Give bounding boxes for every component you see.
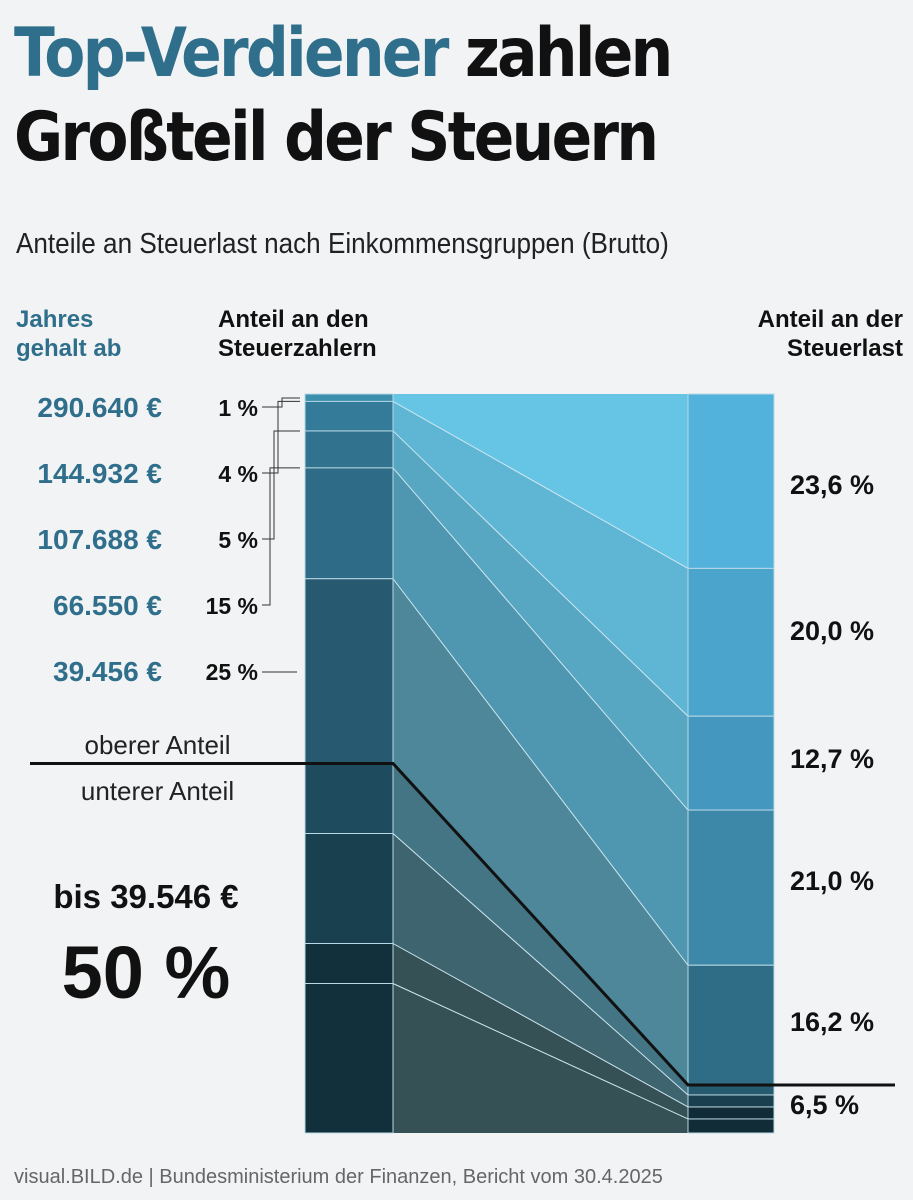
page-title: Top-Verdiener zahlen Großteil der Steuer… bbox=[14, 12, 673, 180]
title-line2: Großteil der Steuern bbox=[14, 98, 659, 177]
payers-header-line1: Anteil an den bbox=[218, 306, 369, 333]
flow-separator bbox=[392, 578, 689, 966]
burden-share-label: 6,5 % bbox=[790, 1090, 860, 1120]
flow-separator bbox=[392, 983, 689, 1120]
salary-column-header: Jahres gehalt ab bbox=[16, 305, 121, 363]
salary-header-line2: gehalt ab bbox=[16, 335, 122, 362]
title-rest-line1: zahlen bbox=[446, 14, 673, 93]
upper-lower-divider bbox=[30, 762, 895, 1087]
salary-threshold-label: 290.640 € bbox=[37, 392, 162, 423]
lower-group-range: bis 39.546 € bbox=[53, 878, 239, 915]
flow-band bbox=[393, 394, 688, 569]
burden-share-label: 20,0 % bbox=[790, 616, 875, 646]
payers-share-label: 4 % bbox=[218, 461, 258, 487]
burden-column-header: Anteil an der Steuerlast bbox=[758, 305, 903, 363]
burden-share-label: 16,2 % bbox=[790, 1007, 875, 1037]
payers-share-label: 25 % bbox=[205, 659, 258, 685]
salary-threshold-label: 107.688 € bbox=[37, 524, 162, 555]
salary-threshold-label: 39.456 € bbox=[53, 656, 162, 687]
burden-share-label: 21,0 % bbox=[790, 866, 875, 896]
burden-bar-segment bbox=[687, 567, 775, 717]
burden-bar-segment bbox=[687, 1106, 775, 1120]
source-note: visual.BILD.de | Bundesministerium der F… bbox=[14, 1166, 663, 1188]
payers-connector-line bbox=[262, 400, 300, 474]
payers-share-label: 1 % bbox=[218, 395, 258, 421]
flow-separator bbox=[392, 467, 689, 811]
salary-threshold-label: 144.932 € bbox=[37, 458, 162, 489]
flow-band bbox=[393, 430, 688, 811]
flow-band bbox=[393, 983, 688, 1133]
burden-header-line2: Steuerlast bbox=[786, 335, 903, 362]
burden-share-label: 23,6 % bbox=[790, 470, 875, 500]
burden-bar-segment bbox=[687, 809, 775, 966]
burden-bar-segment bbox=[687, 715, 775, 811]
salary-threshold-label: 66.550 € bbox=[53, 590, 162, 621]
flow-band bbox=[393, 943, 688, 1119]
payers-connector-line bbox=[262, 430, 300, 540]
lower-group-share: 50 % bbox=[61, 931, 231, 1014]
subtitle: Anteile an Steuerlast nach Einkommensgru… bbox=[16, 228, 669, 260]
payers-bar-segment bbox=[304, 430, 394, 469]
burden-share-label: 12,7 % bbox=[790, 744, 875, 774]
payers-column-header: Anteil an den Steuerzahlern bbox=[218, 305, 377, 363]
flow-separator bbox=[392, 400, 689, 569]
payers-bar-segment bbox=[304, 578, 394, 764]
flow-separator bbox=[392, 430, 689, 717]
lower-share-label: unterer Anteil bbox=[80, 776, 235, 806]
burden-bar-segment bbox=[687, 964, 775, 1086]
payers-share-label: 15 % bbox=[205, 593, 258, 619]
payers-bar-segment bbox=[304, 467, 394, 580]
flow-separator bbox=[392, 943, 689, 1108]
salary-header-line1: Jahres bbox=[16, 306, 94, 333]
flow-band bbox=[393, 763, 688, 1095]
payers-bar-segment bbox=[304, 833, 394, 944]
payers-header-line2: Steuerzahlern bbox=[218, 335, 377, 362]
payers-bar-segment bbox=[304, 763, 394, 834]
payers-connector-line bbox=[262, 397, 300, 408]
payers-bar-segment bbox=[304, 983, 394, 1134]
payers-share-label: 5 % bbox=[218, 527, 258, 553]
title-highlight: Top-Verdiener bbox=[14, 14, 449, 93]
flow-band bbox=[393, 401, 688, 717]
upper-share-label: oberer Anteil bbox=[84, 730, 231, 760]
payers-connector-line bbox=[262, 467, 300, 606]
burden-header-line1: Anteil an der bbox=[757, 306, 903, 333]
burden-bar-segment bbox=[687, 1094, 775, 1108]
burden-bar-segment bbox=[687, 1118, 775, 1134]
payers-bar-segment bbox=[304, 393, 394, 403]
flow-separator bbox=[392, 833, 689, 1096]
payers-bar-segment bbox=[304, 943, 394, 984]
burden-bar-segment bbox=[687, 393, 775, 569]
flow-band bbox=[393, 833, 688, 1107]
flow-band bbox=[393, 578, 688, 1085]
flow-band bbox=[393, 467, 688, 966]
payers-bar-segment bbox=[304, 400, 394, 432]
